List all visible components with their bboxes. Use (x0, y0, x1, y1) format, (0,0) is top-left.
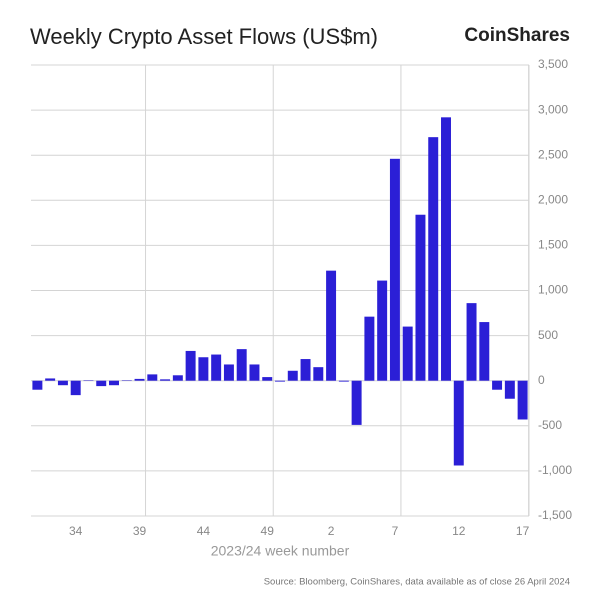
x-tick-label: 17 (516, 524, 530, 538)
bar (301, 359, 311, 381)
bar (186, 351, 196, 381)
y-tick-label: 3,500 (538, 57, 568, 71)
bar (505, 381, 515, 399)
y-tick-label: -1,500 (538, 508, 572, 522)
bar (415, 215, 425, 381)
x-axis-label: 2023/24 week number (211, 543, 350, 559)
y-tick-label: 2,500 (538, 147, 568, 161)
bar (288, 371, 298, 381)
bar (352, 381, 362, 425)
y-tick-label: 1,500 (538, 238, 568, 252)
bar (147, 374, 157, 380)
y-tick-label: 0 (538, 373, 545, 387)
bar (160, 379, 170, 380)
bar (262, 377, 272, 381)
x-tick-label: 2 (328, 524, 335, 538)
bar (135, 379, 145, 381)
bar (71, 381, 81, 395)
bar (96, 381, 106, 386)
x-tick-label: 34 (69, 524, 83, 538)
bar (441, 117, 451, 380)
y-tick-label: 2,000 (538, 192, 568, 206)
bar (479, 322, 489, 381)
bar (32, 381, 42, 390)
y-tick-label: -1,000 (538, 463, 572, 477)
bar (109, 381, 119, 386)
bar (492, 381, 502, 390)
bar (275, 381, 285, 382)
bar (198, 357, 208, 380)
chart-title: Weekly Crypto Asset Flows (US$m) (30, 24, 378, 49)
bar (224, 364, 234, 380)
x-tick-label: 7 (392, 524, 399, 538)
bar (58, 381, 68, 386)
bar (467, 303, 477, 381)
bar (364, 317, 374, 381)
x-tick-label: 44 (197, 524, 211, 538)
bar (339, 381, 349, 382)
bar (313, 367, 323, 381)
bar (428, 137, 438, 381)
bar (403, 327, 413, 381)
y-tick-label: 500 (538, 328, 558, 342)
bar (45, 378, 55, 380)
source-note: Source: Bloomberg, CoinShares, data avai… (264, 577, 570, 588)
bar (390, 159, 400, 381)
x-tick-label: 39 (133, 524, 147, 538)
brand-logo: CoinShares (464, 25, 570, 46)
bar (454, 381, 464, 466)
bar (173, 375, 183, 380)
y-tick-label: -500 (538, 418, 562, 432)
bar (211, 355, 221, 381)
y-tick-label: 1,000 (538, 283, 568, 297)
x-tick-label: 12 (452, 524, 466, 538)
x-tick-label: 49 (261, 524, 275, 538)
bar (518, 381, 528, 420)
bar (377, 281, 387, 381)
bar (237, 349, 247, 381)
bar (249, 364, 259, 380)
bar (326, 271, 336, 381)
y-tick-label: 3,000 (538, 102, 568, 116)
